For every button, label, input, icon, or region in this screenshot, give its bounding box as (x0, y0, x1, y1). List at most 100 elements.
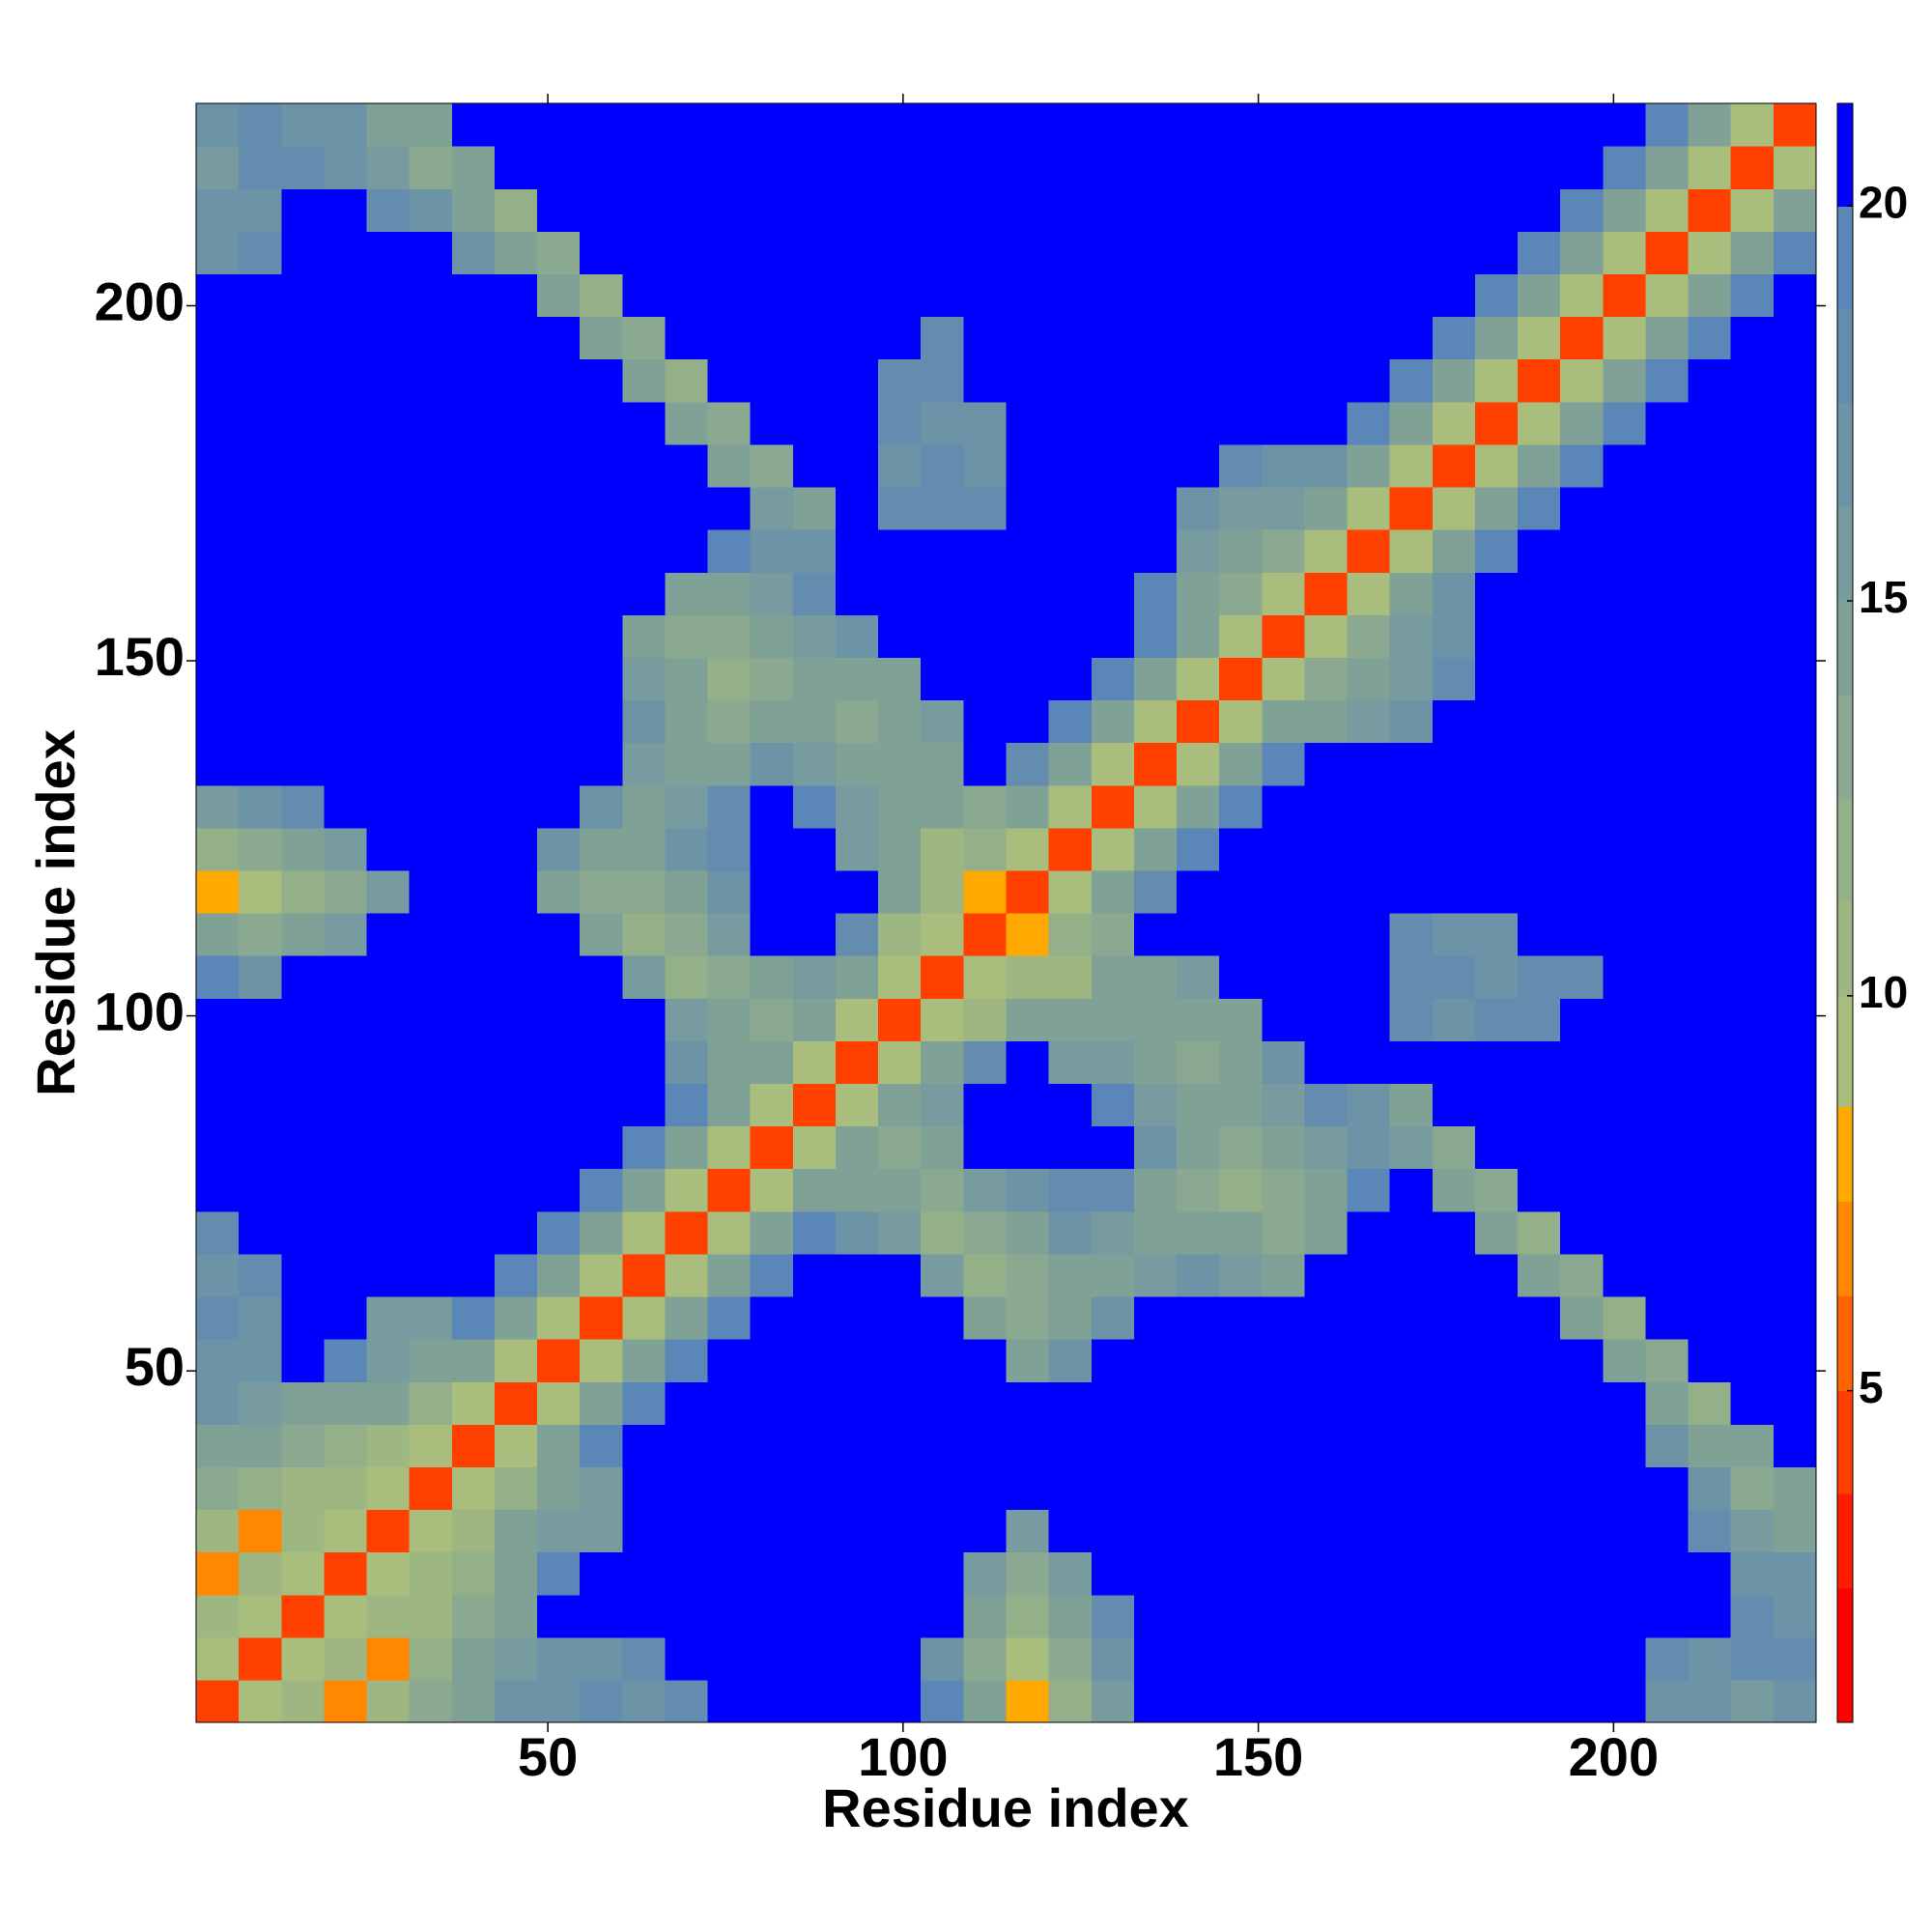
cell (1091, 1339, 1135, 1382)
cell (580, 401, 623, 445)
cell (1603, 316, 1647, 360)
cell (1645, 1253, 1690, 1297)
cell (196, 1551, 240, 1596)
cell (1432, 742, 1476, 786)
cell (1219, 1040, 1263, 1085)
cell (1177, 273, 1220, 318)
cell (1645, 486, 1690, 530)
cell (281, 273, 325, 318)
cell (196, 742, 240, 786)
cell (878, 1594, 922, 1638)
cell (1304, 188, 1349, 232)
cell (1688, 1551, 1732, 1596)
cell (1304, 231, 1349, 275)
cell (1006, 1594, 1050, 1638)
cell (366, 1125, 411, 1170)
cell (537, 1083, 581, 1127)
cell (196, 1125, 240, 1170)
cell (963, 913, 1008, 956)
cell (1048, 188, 1093, 232)
cell (750, 1679, 794, 1723)
cell (494, 1466, 538, 1511)
cell (665, 486, 709, 530)
cell (1474, 1679, 1519, 1723)
cell (707, 316, 752, 360)
cell (196, 1168, 240, 1212)
cell (1730, 827, 1775, 871)
cell (1603, 1636, 1647, 1681)
cell (1347, 1168, 1391, 1212)
cell (878, 955, 922, 999)
cell (835, 657, 879, 701)
cell (196, 231, 240, 275)
cell (1773, 486, 1817, 530)
cell (792, 231, 837, 275)
cell (1347, 1083, 1391, 1127)
cell (921, 273, 964, 318)
cell (707, 1125, 752, 1170)
cell (366, 103, 411, 147)
cell (537, 784, 581, 829)
cell (835, 1295, 879, 1340)
cell (750, 273, 794, 318)
cell (878, 529, 922, 573)
cell (580, 316, 623, 360)
cell (1518, 1381, 1561, 1425)
cell (878, 1679, 922, 1723)
cell (239, 657, 282, 701)
cell (1006, 913, 1050, 956)
cell (1219, 784, 1263, 829)
cell (1219, 401, 1263, 445)
cell (239, 486, 282, 530)
cell (1133, 1168, 1178, 1212)
cell (835, 1551, 879, 1596)
cell (196, 273, 240, 318)
cell (1006, 529, 1050, 573)
cell (665, 657, 709, 701)
cell (1304, 1083, 1349, 1127)
cell (1262, 1551, 1306, 1596)
cell (1688, 358, 1732, 403)
cell (878, 657, 922, 701)
cell (707, 146, 752, 189)
cell (1645, 103, 1690, 147)
cell (1688, 316, 1732, 360)
cell (1304, 1551, 1349, 1596)
cell (1133, 273, 1178, 318)
cell (1304, 913, 1349, 956)
cell (451, 273, 496, 318)
cell (1177, 146, 1220, 189)
cell (1389, 358, 1434, 403)
cell (1091, 614, 1135, 658)
cell (537, 1381, 581, 1425)
cell (409, 146, 453, 189)
cell (622, 443, 667, 488)
cell (750, 1125, 794, 1170)
cell (835, 358, 879, 403)
cell (1262, 1125, 1306, 1170)
cell (1389, 614, 1434, 658)
cell (1474, 1339, 1519, 1382)
colorbar: 5 10 15 20 (1836, 102, 1908, 1723)
cell (1304, 358, 1349, 403)
cell (1219, 443, 1263, 488)
cell (1560, 188, 1604, 232)
cell (707, 614, 752, 658)
cell (622, 188, 667, 232)
cell (324, 146, 368, 189)
cell (1133, 572, 1178, 615)
cell (451, 443, 496, 488)
cell (1133, 1339, 1178, 1382)
cell (239, 316, 282, 360)
cell (665, 1253, 709, 1297)
cell (494, 742, 538, 786)
cell (750, 1083, 794, 1127)
cell (366, 1594, 411, 1638)
cell (196, 955, 240, 999)
cell (580, 614, 623, 658)
cell (1773, 699, 1817, 744)
cell (1645, 529, 1690, 573)
cell (239, 1168, 282, 1212)
cell (281, 572, 325, 615)
cell (366, 998, 411, 1041)
